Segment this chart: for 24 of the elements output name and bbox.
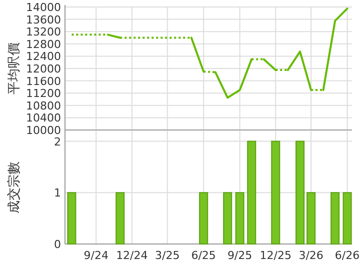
- y-tick-label: 12400: [26, 50, 61, 64]
- y-tick-label: 2: [54, 135, 61, 148]
- y-tick-label: 13600: [26, 13, 61, 26]
- x-tick-label: 6/25: [191, 249, 216, 262]
- y-tick-label: 12800: [26, 38, 61, 51]
- y-tick-label: 0: [54, 238, 61, 251]
- y-tick-label: 11200: [26, 87, 61, 100]
- y-tick-label: 10000: [26, 124, 61, 137]
- y-axis-title: 平均呎價: [7, 42, 22, 94]
- x-tick-label: 3/25: [155, 249, 180, 262]
- y-tick-label: 10400: [26, 112, 61, 125]
- y-tick-label: 12000: [26, 62, 61, 76]
- x-tick-label: 6/26: [334, 249, 360, 262]
- x-tick-label: 3/26: [298, 249, 324, 262]
- y-tick-label: 1: [54, 186, 61, 200]
- x-tick-label: 9/25: [227, 249, 252, 262]
- y-tick-label: 13200: [26, 26, 61, 39]
- y-axis-title: 成交宗數: [6, 162, 22, 214]
- y-tick-label: 10800: [26, 99, 61, 112]
- y-tick-label: 14000: [26, 1, 61, 14]
- x-tick-label: 12/25: [260, 249, 292, 262]
- x-tick-label: 12/24: [116, 249, 148, 262]
- y-tick-label: 11600: [26, 74, 61, 88]
- x-tick-label: 9/24: [84, 249, 108, 262]
